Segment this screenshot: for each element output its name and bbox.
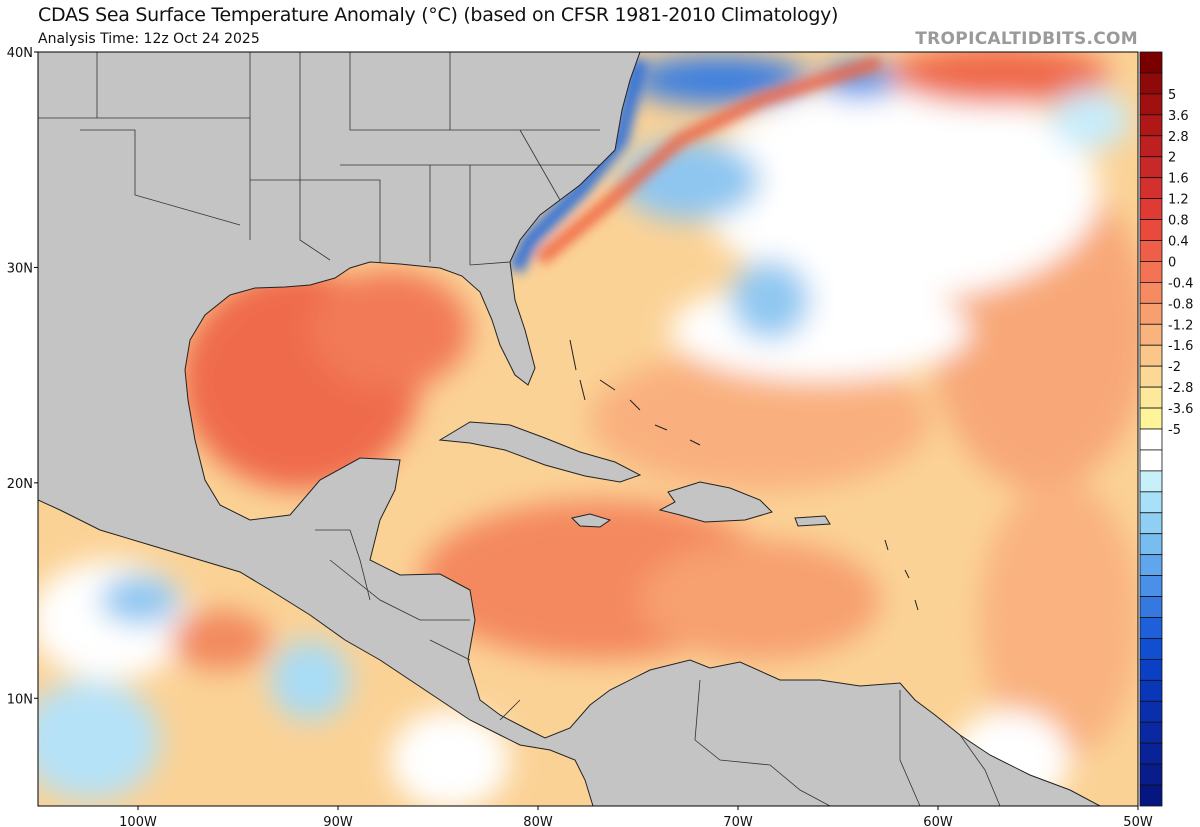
colorbar-label: -2.8 [1168,381,1193,396]
colorbar-swatch [1139,219,1163,241]
colorbar-swatch [1139,365,1163,388]
lon-label: 70W [723,815,753,827]
colorbar-swatch [1139,240,1163,262]
colorbar-swatch [1139,261,1163,283]
colorbar-swatch [1139,470,1163,493]
analysis-time: Analysis Time: 12z Oct 24 2025 [38,31,260,47]
colorbar-swatch [1139,575,1163,597]
colorbar-label: 0.8 [1168,214,1189,229]
island-hispaniola [658,481,773,523]
lon-label: 90W [323,815,353,827]
colorbar-label: -0.8 [1168,297,1193,312]
island-cuba [438,421,642,483]
colorbar: 5 3.6 2.8 2 1.6 1.2 0.8 0.4 0 -0.4 -0.8 -1.2 -1.6 -2 -… [1139,51,1193,807]
colorbar-swatch [1139,156,1163,179]
colorbar-label: -1.6 [1168,339,1193,354]
lon-label: 80W [523,815,553,827]
state-borders [38,52,600,266]
colorbar-swatch [1139,386,1163,409]
map-frame [37,51,1139,807]
land [38,52,1101,806]
map-axes: 40N 30N 20N 10N 100W 90W 80W 70W 60W 50W [7,46,1153,827]
colorbar-swatch [1139,51,1163,74]
colorbar-swatch [1139,533,1163,556]
island-puerto-rico [794,515,831,527]
colorbar-swatch [1139,784,1163,807]
colorbar-swatch [1139,617,1163,639]
colorbar-swatch [1139,198,1163,220]
colorbar-label: 3.6 [1168,109,1189,124]
lon-label: 50W [1123,815,1153,827]
colorbar-label: -2 [1168,360,1181,375]
colorbar-swatch [1139,93,1163,116]
continent-landmass [38,52,1101,806]
colorbar-label: -1.2 [1168,318,1193,333]
colorbar-swatch [1139,177,1163,200]
colorbar-swatch [1139,700,1163,723]
colorbar-swatch [1139,114,1163,137]
colorbar-swatch [1139,763,1163,786]
colorbar-swatch [1139,281,1163,304]
chart-title: CDAS Sea Surface Temperature Anomaly (°C… [38,4,839,26]
colorbar-swatch [1139,554,1163,577]
colorbar-swatch [1139,658,1163,681]
lat-label: 30N [7,261,33,276]
colorbar-label: -3.6 [1168,402,1193,417]
colorbar-swatch [1139,596,1163,618]
colorbar-label: -5 [1168,423,1181,438]
colorbar-swatch [1139,135,1163,158]
colorbar-swatch [1139,428,1163,451]
colorbar-swatch [1139,344,1163,367]
colorbar-label: 2.8 [1168,130,1189,145]
lat-label: 10N [7,692,33,707]
colorbar-swatch [1139,742,1163,765]
colorbar-label: -0.4 [1168,276,1193,291]
colorbar-swatch [1139,491,1163,514]
colorbar-swatch [1139,721,1163,744]
colorbar-swatch [1139,638,1163,660]
island-jamaica [571,513,612,528]
lat-label: 20N [7,477,33,492]
lat-label: 40N [7,46,33,61]
colorbar-label: 1.6 [1168,172,1189,187]
colorbar-label: 0.4 [1168,235,1189,250]
lon-label: 60W [923,815,953,827]
colorbar-label: 2 [1168,151,1176,166]
colorbar-label: 5 [1168,88,1176,103]
colorbar-label: 0 [1168,255,1176,270]
island-bahamas [569,339,919,611]
colorbar-swatch [1139,449,1163,472]
colorbar-swatch [1139,407,1163,430]
colorbar-swatch [1139,323,1163,346]
colorbar-swatch [1139,302,1163,325]
credit-watermark: TROPICALTIDBITS.COM [915,29,1138,49]
colorbar-swatch [1139,679,1163,702]
colorbar-label: 1.2 [1168,193,1189,208]
lon-label: 100W [119,815,157,827]
colorbar-swatch [1139,72,1163,95]
colorbar-swatch [1139,512,1163,535]
country-borders [315,529,1001,806]
